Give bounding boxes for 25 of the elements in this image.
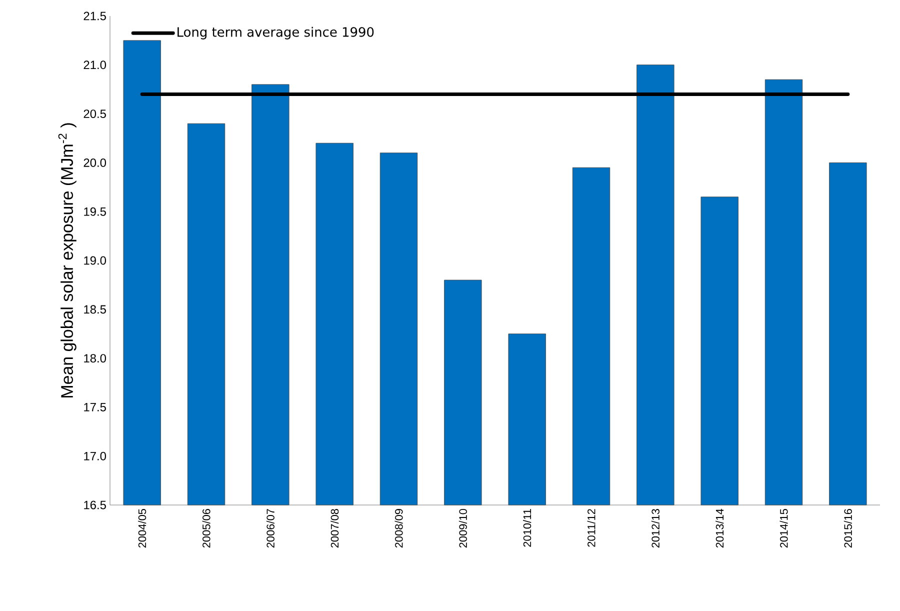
y-tick-label: 17.5 [84, 403, 106, 412]
y-tick-label: 18.5 [84, 305, 106, 314]
x-tick-label: 2015/16 [844, 509, 852, 548]
x-tick-label: 2007/08 [330, 509, 339, 548]
y-tick-label: 20.5 [84, 110, 106, 118]
x-tick-label: 2005/06 [202, 509, 210, 548]
y-tick-label: 19.5 [84, 207, 106, 216]
x-tick-label: 2014/15 [780, 509, 788, 548]
x-tick-label: 2010/11 [523, 509, 532, 547]
y-tick-label: 20.0 [84, 158, 106, 167]
x-tick-label: 2013/14 [716, 508, 724, 548]
y-tick-label: 19.0 [84, 256, 106, 265]
x-tick-label: 2011/12 [587, 509, 596, 547]
y-tick-label: 21.0 [84, 60, 106, 70]
y-axis-title: Mean global solar exposure (MJm$^{-2}$ ) [58, 123, 76, 398]
x-tick-label: 2009/10 [458, 508, 467, 548]
x-tick-label: 2012/13 [651, 509, 660, 548]
x-tick-label: 2006/07 [266, 509, 274, 548]
y-tick-label: 18.0 [84, 354, 106, 363]
y-tick-label: 21.5 [84, 12, 106, 20]
x-tick-label: 2008/09 [394, 509, 403, 548]
y-tick-label: 16.5 [84, 500, 106, 510]
legend-label: Long term average since 1990 [178, 26, 374, 40]
x-tick-label: 2004/05 [138, 509, 146, 548]
y-tick-label: 17.0 [84, 452, 106, 460]
